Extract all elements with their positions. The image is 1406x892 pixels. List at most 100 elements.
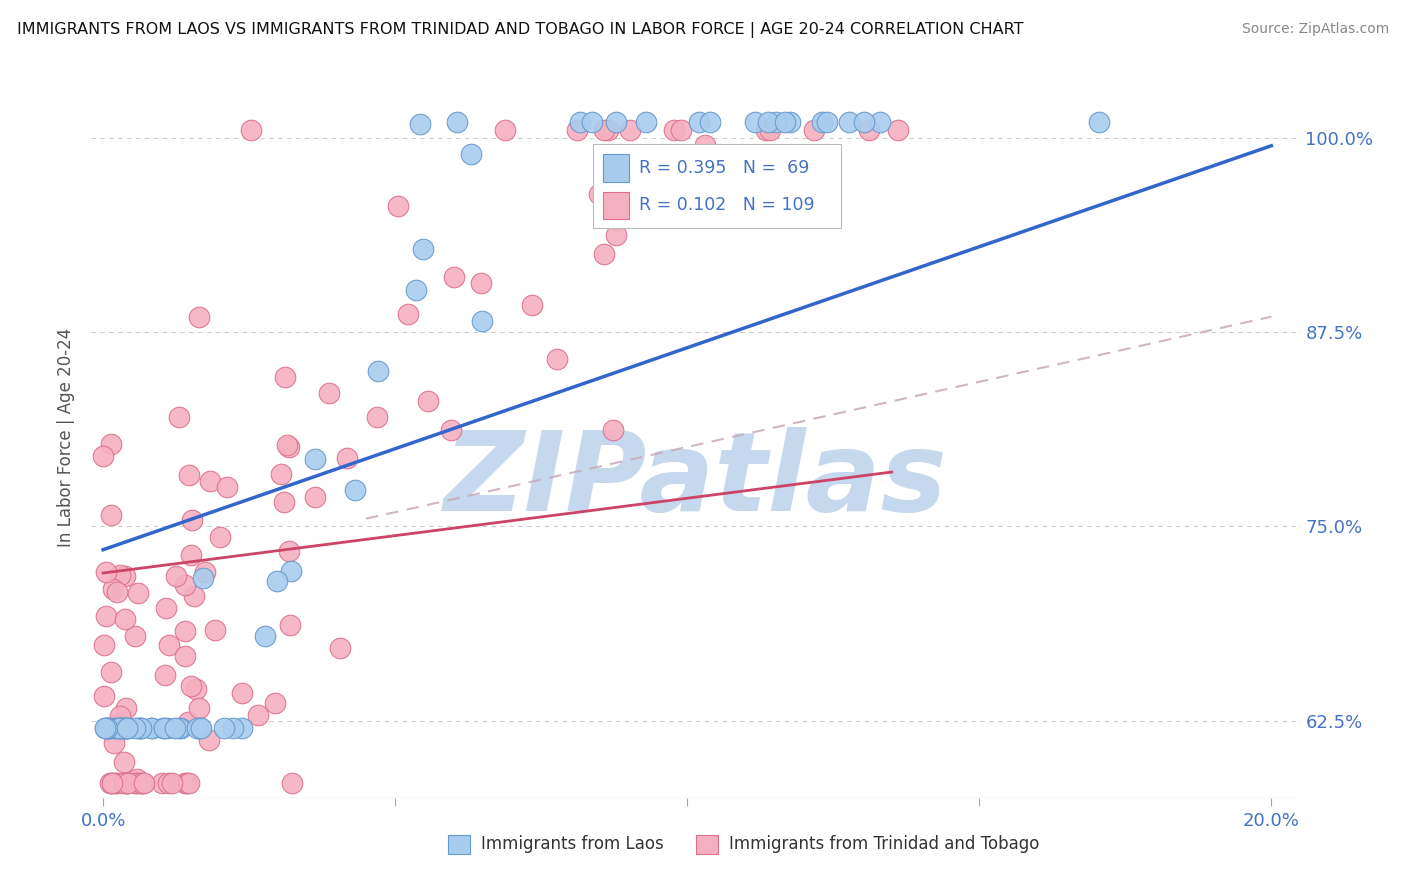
Point: [93, 449, 115, 463]
Bar: [449, 835, 470, 854]
Point: [173, 649, 195, 664]
Point: [98, 722, 121, 736]
Point: [744, 115, 766, 129]
Point: [567, 123, 589, 137]
Point: [214, 722, 236, 736]
Point: [470, 277, 492, 291]
Point: [165, 569, 187, 583]
Point: [581, 115, 603, 129]
Point: [274, 370, 297, 384]
Point: [101, 582, 124, 597]
Text: ZIPatlas: ZIPatlas: [444, 427, 948, 534]
Point: [129, 776, 152, 790]
Point: [107, 716, 129, 731]
Point: [183, 590, 205, 604]
Point: [177, 776, 200, 790]
Point: [366, 409, 388, 424]
Point: [276, 438, 298, 452]
Point: [756, 115, 779, 129]
Point: [546, 352, 568, 367]
Point: [605, 115, 627, 129]
Point: [117, 776, 139, 790]
Point: [773, 115, 796, 129]
Point: [396, 307, 419, 321]
Bar: [603, 154, 630, 182]
Point: [231, 685, 253, 699]
Point: [779, 115, 801, 129]
Point: [188, 722, 211, 736]
Point: [191, 570, 214, 584]
Point: [568, 115, 591, 129]
Point: [592, 247, 614, 261]
Point: [157, 638, 180, 652]
Point: [803, 123, 825, 137]
Point: [96, 722, 118, 736]
Point: [115, 722, 138, 736]
Point: [280, 564, 302, 578]
Point: [128, 722, 150, 736]
Point: [153, 667, 176, 681]
Point: [93, 639, 115, 653]
Point: [520, 298, 543, 312]
Point: [593, 123, 616, 137]
Text: Immigrants from Laos: Immigrants from Laos: [481, 835, 664, 853]
Point: [153, 722, 176, 736]
Point: [124, 722, 146, 736]
Point: [108, 722, 131, 736]
Point: [100, 508, 122, 523]
Point: [156, 722, 179, 736]
Point: [103, 736, 125, 750]
Point: [304, 490, 326, 504]
Point: [98, 722, 121, 736]
Point: [114, 568, 136, 582]
Point: [619, 123, 641, 137]
Point: [858, 123, 880, 137]
Point: [177, 714, 200, 729]
Point: [198, 474, 221, 488]
Point: [176, 776, 198, 790]
Point: [263, 696, 285, 710]
Point: [127, 772, 149, 787]
Point: [94, 565, 117, 579]
Point: [114, 776, 136, 790]
Point: [157, 776, 180, 790]
Point: [150, 776, 173, 790]
Point: [278, 440, 301, 454]
Text: R = 0.102   N = 109: R = 0.102 N = 109: [640, 196, 814, 214]
Point: [270, 467, 292, 481]
Point: [112, 776, 135, 790]
Point: [188, 310, 211, 324]
Point: [112, 722, 135, 736]
Point: [336, 451, 359, 466]
Point: [602, 423, 624, 437]
Point: [329, 641, 352, 656]
Point: [101, 776, 124, 790]
Point: [97, 722, 120, 736]
Point: [180, 548, 202, 562]
Point: [209, 530, 232, 544]
Point: [443, 270, 465, 285]
Point: [160, 776, 183, 790]
Point: [111, 722, 134, 736]
Point: [96, 608, 118, 623]
Point: [765, 115, 787, 129]
Point: [695, 138, 717, 153]
Point: [412, 242, 434, 256]
Point: [132, 776, 155, 790]
Point: [179, 467, 201, 482]
Point: [460, 147, 482, 161]
Point: [117, 722, 139, 736]
Point: [204, 623, 226, 637]
Point: [128, 722, 150, 736]
Point: [869, 115, 891, 129]
Point: [221, 722, 243, 736]
Point: [115, 701, 138, 715]
Point: [699, 115, 721, 129]
Point: [405, 283, 427, 297]
Point: [114, 612, 136, 626]
Point: [280, 776, 302, 790]
Point: [318, 385, 340, 400]
Point: [636, 115, 658, 129]
Point: [101, 776, 124, 790]
Point: [163, 722, 186, 736]
